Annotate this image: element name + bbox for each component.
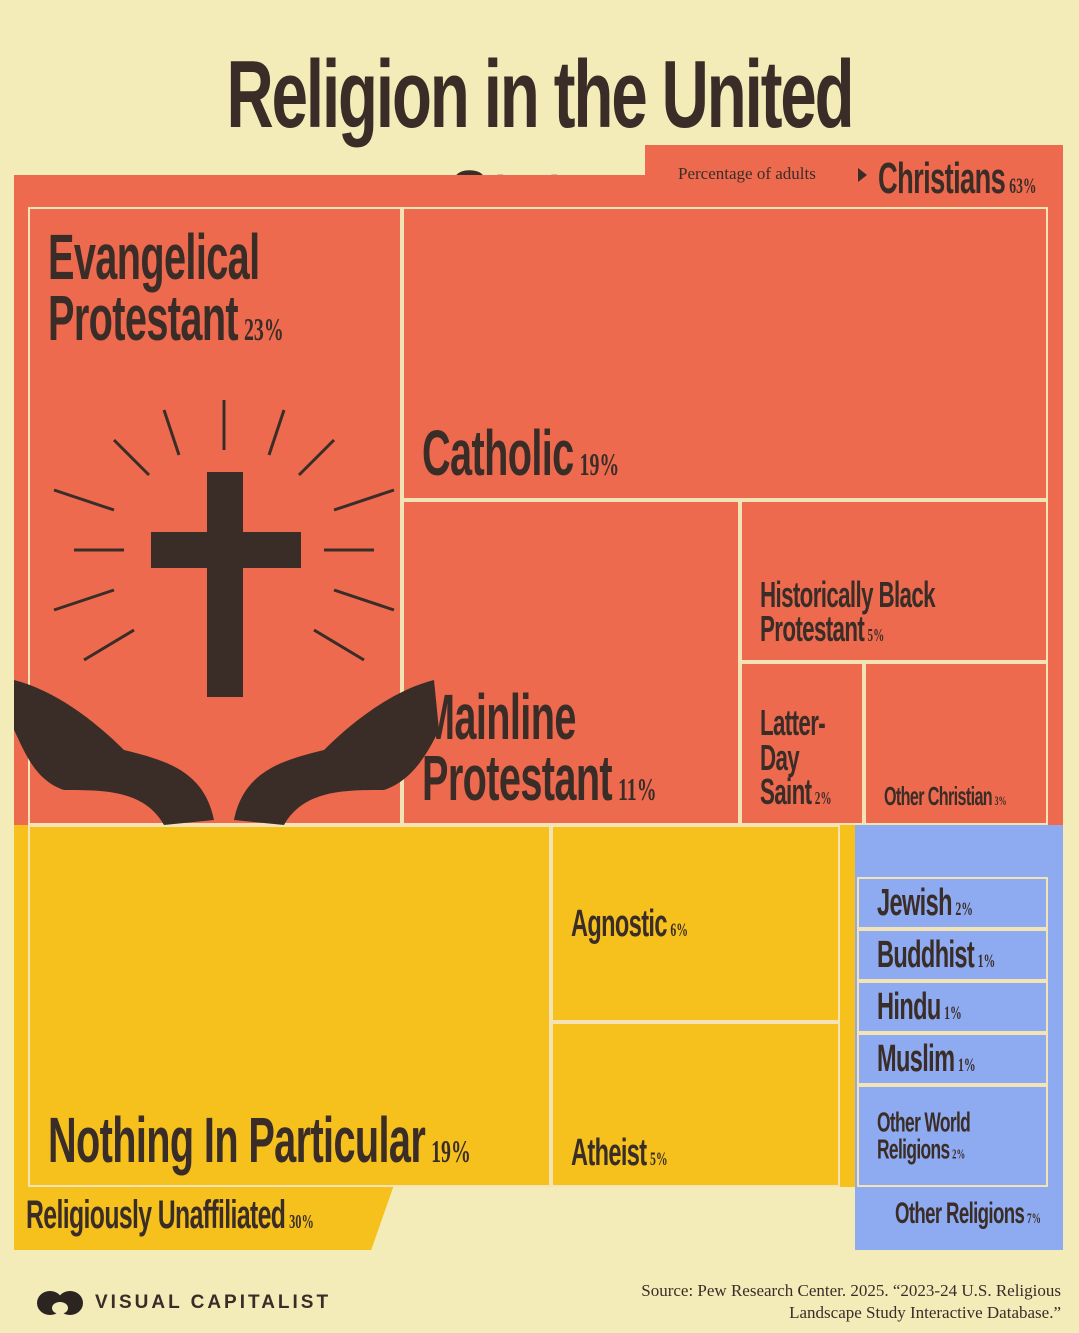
leaf-rect: Catholic 19% bbox=[402, 207, 1048, 500]
value-label: 5% bbox=[650, 1148, 668, 1170]
label-name: Mainline Protestant bbox=[422, 681, 613, 815]
label: Hindu 1% bbox=[877, 985, 1038, 1028]
leaf-rect: Muslim 1% bbox=[857, 1033, 1048, 1085]
value-label: 11% bbox=[617, 771, 657, 808]
label: Latter-Day Saint 2% bbox=[760, 705, 854, 809]
label-name: Religiously Unaffiliated bbox=[26, 1193, 286, 1237]
label-name: Atheist bbox=[571, 1131, 647, 1174]
label: Other Christian 3% bbox=[884, 781, 1038, 812]
illustration bbox=[14, 400, 439, 825]
label-name: Nothing In Particular bbox=[48, 1104, 426, 1177]
label: Catholic 19% bbox=[422, 421, 1038, 485]
value-label: 2% bbox=[814, 787, 832, 808]
leaf-rect: Evangelical Protestant 23% bbox=[28, 207, 402, 825]
leaf-rect: Buddhist 1% bbox=[857, 929, 1048, 981]
leaf-rect: Nothing In Particular 19% bbox=[28, 825, 551, 1187]
label: Christians 63% bbox=[878, 157, 1037, 201]
leaf-rect: Other World Religions 2% bbox=[857, 1085, 1048, 1187]
label: Buddhist 1% bbox=[877, 933, 1038, 976]
subtitle: Percentage of adults bbox=[678, 164, 816, 183]
leaf-rect: Agnostic 6% bbox=[551, 825, 840, 1022]
value-label: 3% bbox=[994, 793, 1007, 809]
label-name: Jewish bbox=[877, 881, 952, 924]
group-rect bbox=[855, 825, 1063, 1250]
value-label: 23% bbox=[243, 310, 284, 347]
value-label: 1% bbox=[957, 1054, 976, 1076]
label-name: Christians bbox=[878, 154, 1006, 203]
value-label: 30% bbox=[289, 1211, 314, 1233]
leaf-rect: Historically Black Protestant 5% bbox=[740, 500, 1048, 662]
label: Evangelical Protestant 23% bbox=[48, 225, 392, 350]
label: Jewish 2% bbox=[877, 881, 1038, 924]
value-label: 2% bbox=[952, 1147, 966, 1162]
label: Atheist 5% bbox=[571, 1131, 830, 1174]
label-name: Other Christian bbox=[884, 781, 993, 812]
value-label: 7% bbox=[1026, 1211, 1041, 1227]
value-label: 5% bbox=[867, 624, 885, 645]
value-label: 2% bbox=[955, 898, 974, 920]
brand: VISUAL CAPITALIST bbox=[95, 1292, 332, 1313]
label-tab bbox=[14, 1185, 394, 1250]
label-name: Historically Black Protestant bbox=[760, 573, 936, 649]
value-label: 1% bbox=[977, 950, 996, 972]
value-label: 19% bbox=[431, 1133, 471, 1170]
leaf-rect: Other Christian 3% bbox=[864, 662, 1048, 825]
arrow bbox=[858, 168, 867, 182]
label: Muslim 1% bbox=[877, 1037, 1038, 1080]
value-label: 6% bbox=[670, 919, 689, 941]
leaf-rect: Atheist 5% bbox=[551, 1022, 840, 1187]
label-name: Evangelical Protestant bbox=[48, 221, 260, 354]
label-name: Muslim bbox=[877, 1037, 955, 1080]
leaf-rect: Mainline Protestant 11% bbox=[402, 500, 740, 825]
leaf-rect: Jewish 2% bbox=[857, 877, 1048, 929]
label-name: Latter-Day Saint bbox=[760, 702, 826, 812]
label-name: Catholic bbox=[422, 417, 574, 490]
source: Source: Pew Research Center. 2025. “2023… bbox=[641, 1281, 1061, 1322]
label-name: Agnostic bbox=[571, 902, 667, 945]
value-label: 19% bbox=[579, 446, 620, 483]
label-name: Other World Religions bbox=[877, 1106, 971, 1164]
label: Agnostic 6% bbox=[571, 902, 830, 945]
label: Religiously Unaffiliated 30% bbox=[26, 1193, 314, 1237]
leaf-rect: Latter-Day Saint 2% bbox=[740, 662, 864, 825]
logo bbox=[37, 1291, 83, 1315]
label: Other World Religions 2% bbox=[877, 1106, 1038, 1164]
label-name: Other Religions bbox=[895, 1197, 1025, 1230]
group-rect bbox=[14, 825, 855, 1187]
label: Other Religions 7% bbox=[895, 1197, 1041, 1230]
value-label: 63% bbox=[1009, 173, 1037, 198]
label: Mainline Protestant 11% bbox=[422, 685, 730, 810]
label-name: Hindu bbox=[877, 985, 941, 1028]
label: Nothing In Particular 19% bbox=[48, 1108, 541, 1172]
label: Historically Black Protestant 5% bbox=[760, 576, 1038, 646]
leaf-rect: Hindu 1% bbox=[857, 981, 1048, 1033]
value-label: 1% bbox=[944, 1002, 962, 1024]
label-name: Buddhist bbox=[877, 933, 975, 976]
